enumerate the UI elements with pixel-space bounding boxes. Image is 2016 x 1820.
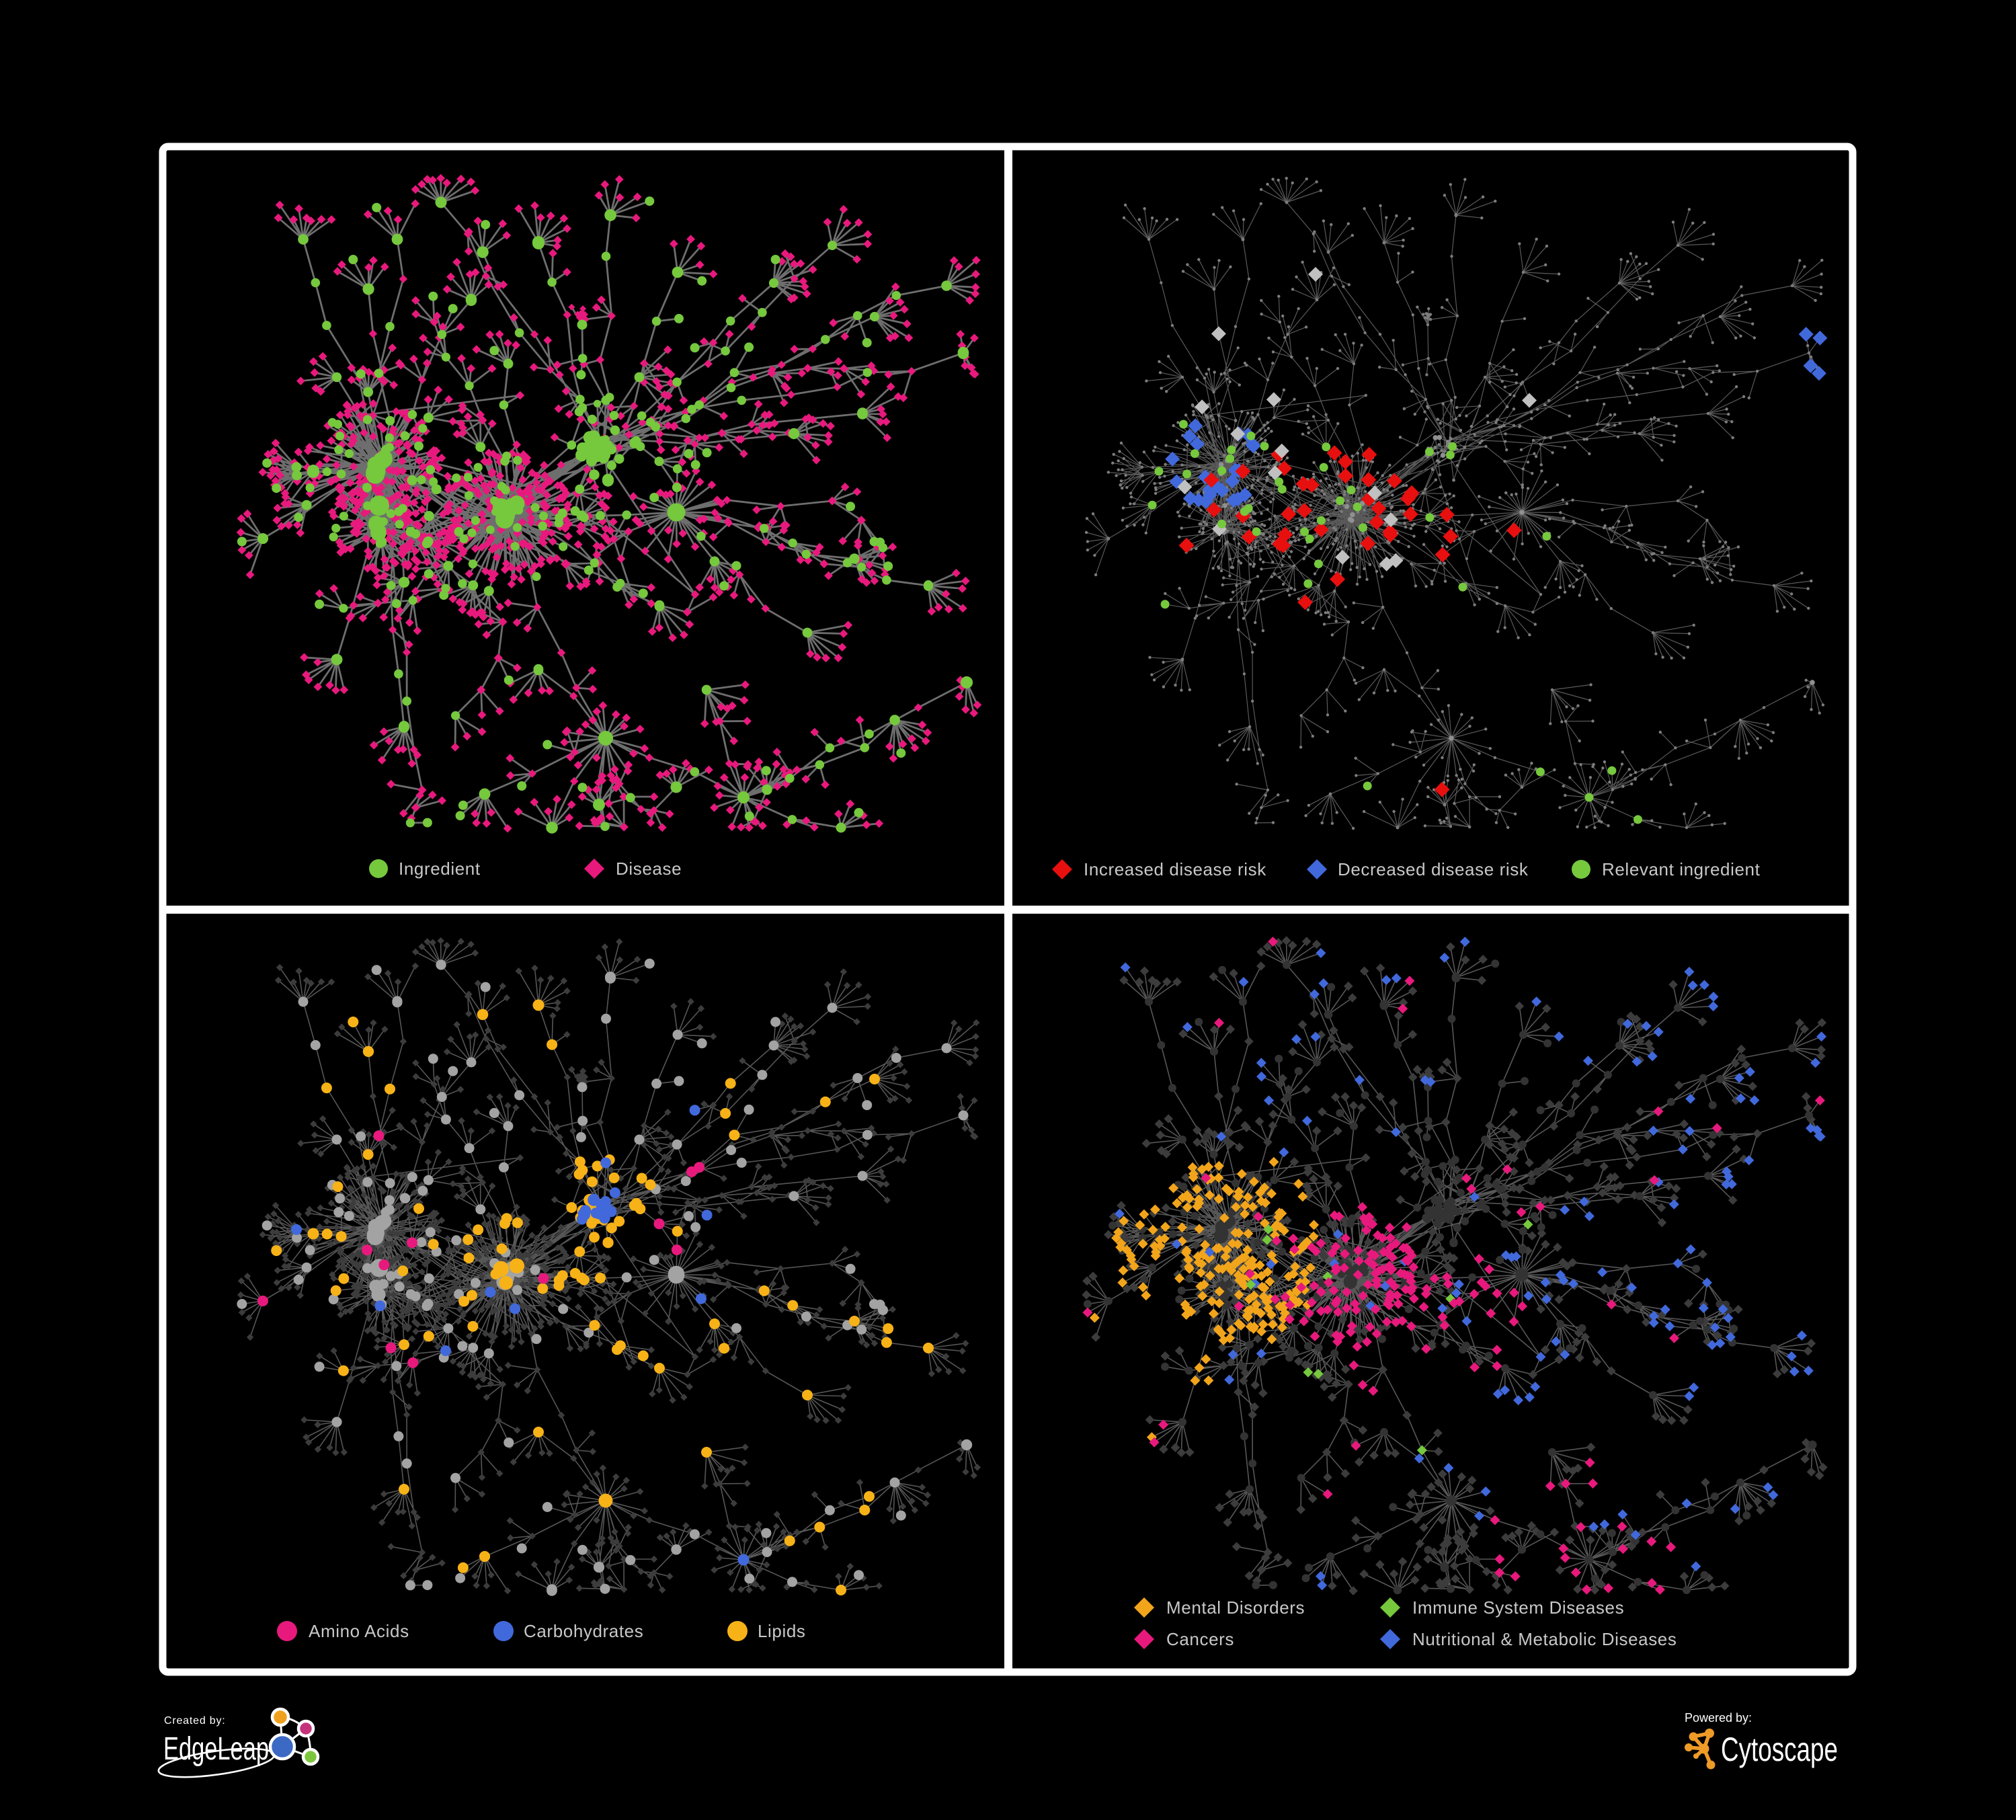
svg-text:Cancers: Cancers (1166, 1629, 1234, 1649)
svg-text:Mental Disorders: Mental Disorders (1166, 1597, 1305, 1618)
svg-text:Increased disease risk: Increased disease risk (1084, 859, 1266, 879)
svg-text:Immune System Diseases: Immune System Diseases (1412, 1597, 1624, 1618)
svg-text:Cytoscape: Cytoscape (1721, 1731, 1838, 1768)
svg-text:Disease: Disease (616, 859, 682, 879)
svg-text:Relevant ingredient: Relevant ingredient (1602, 859, 1761, 879)
svg-text:Nutritional & Metabolic Diseas: Nutritional & Metabolic Diseases (1412, 1629, 1677, 1649)
svg-text:Lipids: Lipids (758, 1621, 806, 1641)
svg-text:Powered by:: Powered by: (1685, 1711, 1752, 1725)
svg-text:Ingredient: Ingredient (399, 859, 481, 879)
svg-text:Created by:: Created by: (164, 1715, 226, 1727)
svg-text:Decreased disease risk: Decreased disease risk (1338, 859, 1529, 879)
svg-text:Carbohydrates: Carbohydrates (524, 1621, 643, 1641)
svg-text:Amino Acids: Amino Acids (309, 1621, 409, 1641)
svg-text:EdgeLeap: EdgeLeap (163, 1731, 269, 1767)
